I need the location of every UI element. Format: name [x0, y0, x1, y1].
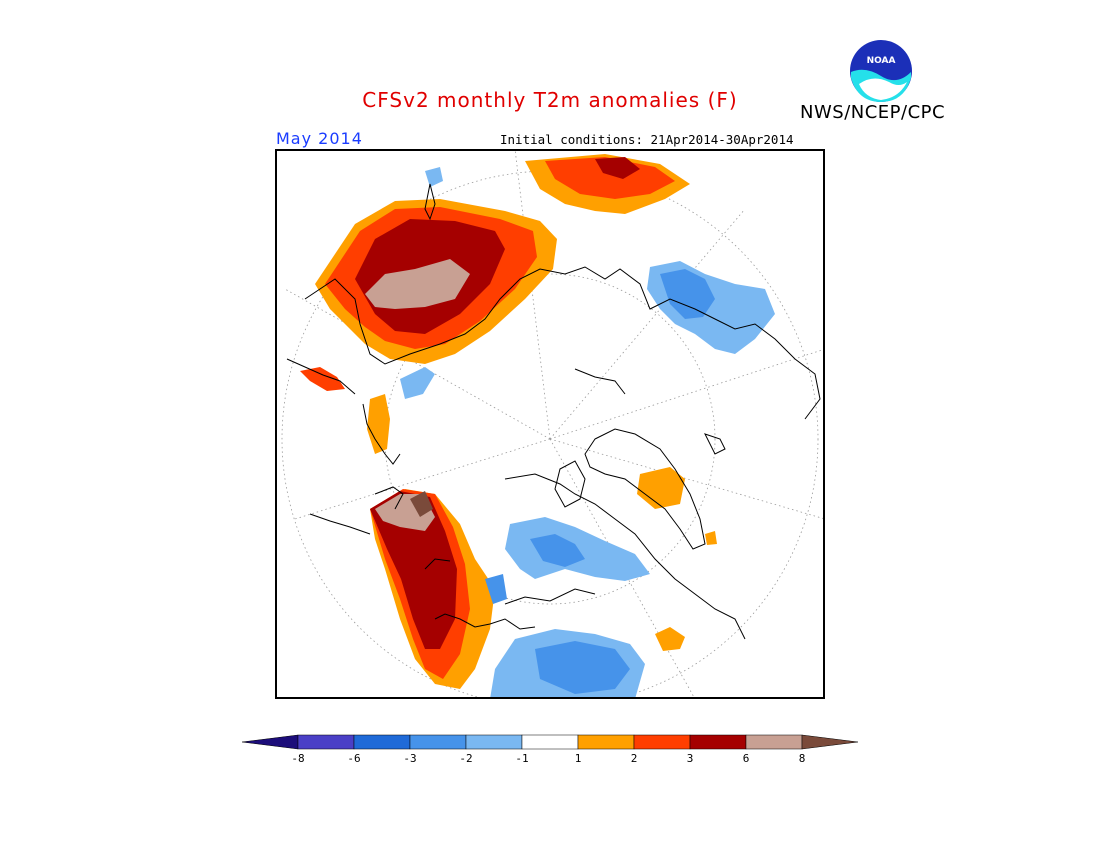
- colorbar-bin: [633, 734, 691, 750]
- colorbar-bin: [801, 734, 859, 750]
- colorbar-tick-label: -1: [515, 752, 528, 765]
- colorbar-bin: [353, 734, 411, 750]
- colorbar-bin: [689, 734, 747, 750]
- colorbar-tick-label: -8: [291, 752, 304, 765]
- cool-anomaly-regions: [400, 167, 775, 699]
- warm-anomaly-northeast: [525, 154, 690, 214]
- colorbar-tick-label: 3: [687, 752, 694, 765]
- warm-anomaly-canada: [315, 199, 557, 364]
- forecast-month-label: May 2014: [276, 129, 363, 148]
- colorbar-bin: [577, 734, 635, 750]
- warm-anomaly-lower-left: [300, 367, 495, 689]
- colorbar-bin: [409, 734, 467, 750]
- chart-title: CFSv2 monthly T2m anomalies (F): [362, 88, 738, 112]
- land-outlines: [286, 183, 821, 640]
- colorbar-tick-label: -6: [347, 752, 360, 765]
- initial-conditions-label: Initial conditions: 21Apr2014-30Apr2014: [500, 132, 794, 147]
- colorbar-bin: [745, 734, 803, 750]
- colorbar-tick-label: -2: [459, 752, 472, 765]
- colorbar-tick-label: 2: [631, 752, 638, 765]
- organization-label: NWS/NCEP/CPC: [800, 102, 946, 123]
- colorbar-bin: [465, 734, 523, 750]
- colorbar-bin: [241, 734, 299, 750]
- colorbar-tick-label: 8: [799, 752, 806, 765]
- colorbar: -8 -6 -3 -2 -1 1 2 3 6 8: [238, 733, 862, 773]
- colorbar-bin: [297, 734, 355, 750]
- colorbar-tick-label: 6: [743, 752, 750, 765]
- anomaly-map: [275, 149, 825, 699]
- noaa-logo: NOAA: [849, 38, 913, 104]
- colorbar-tick-label: -3: [403, 752, 416, 765]
- colorbar-tick-label: 1: [575, 752, 582, 765]
- colorbar-bin: [521, 734, 579, 750]
- svg-text:NOAA: NOAA: [867, 56, 896, 66]
